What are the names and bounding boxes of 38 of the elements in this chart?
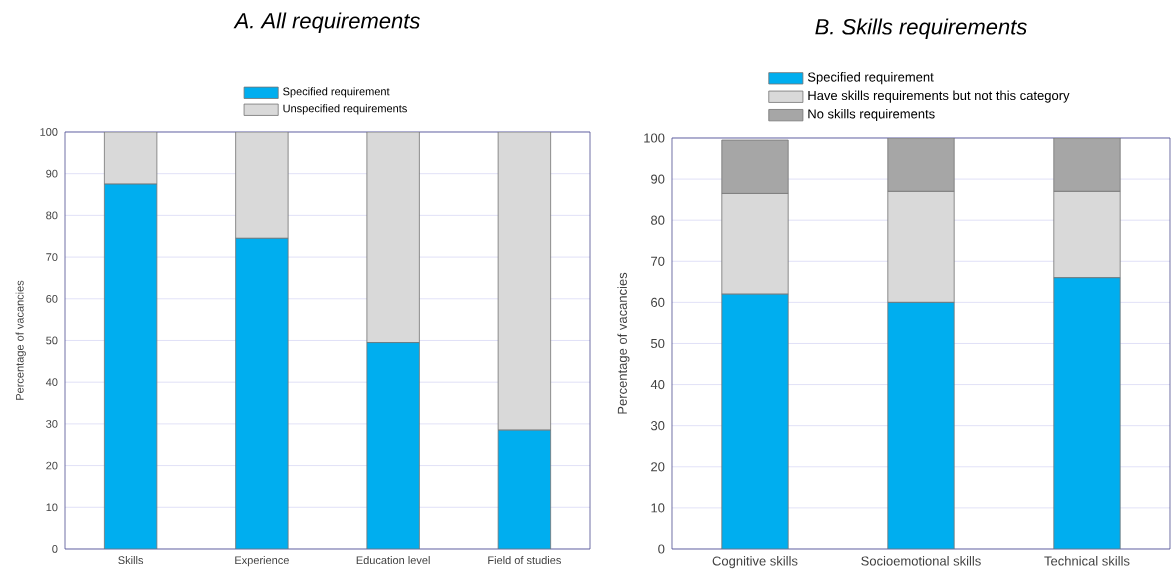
y-tick-label: 40 <box>650 380 665 390</box>
y-tick-label: 0 <box>658 544 665 554</box>
x-tick-label: Education level <box>356 556 430 565</box>
legend-label: No skills requirements <box>808 108 935 122</box>
x-tick-label: Field of studies <box>488 556 561 565</box>
legend-label: Have skills requirements but not this category <box>808 90 1070 103</box>
legend-label: Specified requirement <box>283 87 390 98</box>
y-tick-label: 100 <box>644 133 665 143</box>
chart-title: A. All requirements <box>233 12 420 33</box>
y-tick-label: 60 <box>651 297 665 307</box>
y-tick-label: 50 <box>46 336 58 345</box>
y-tick-label: 0 <box>52 545 58 553</box>
y-tick-label: 80 <box>46 211 58 220</box>
x-tick-label: Skills <box>118 556 144 565</box>
y-tick-label: 90 <box>651 174 665 184</box>
y-tick-label: 20 <box>651 462 665 472</box>
y-tick-label: 100 <box>40 128 58 136</box>
legend-label: Unspecified requirements <box>283 104 407 115</box>
legend-label: Specified requirement <box>807 72 934 85</box>
x-tick-label: Cognitive skills <box>712 556 798 569</box>
y-tick-label: 30 <box>650 421 665 431</box>
x-tick-label: Technical skills <box>1044 556 1130 566</box>
x-tick-label: Socioemotional skills <box>861 556 981 566</box>
y-tick-label: 20 <box>46 461 58 470</box>
x-tick-label: Experience <box>235 556 289 567</box>
y-tick-label: 60 <box>46 294 58 303</box>
y-tick-label: 70 <box>651 256 665 266</box>
y-tick-label: 80 <box>651 215 665 225</box>
y-tick-label: 50 <box>651 338 665 349</box>
y-tick-label: 40 <box>45 378 58 387</box>
y-tick-label: 30 <box>46 419 58 428</box>
y-axis-title: Percentage of vacancies <box>15 280 26 400</box>
y-tick-label: 10 <box>651 503 665 513</box>
y-tick-label: 70 <box>46 253 58 261</box>
y-tick-label: 90 <box>46 169 58 178</box>
y-axis-title: Percentage of vacancies <box>617 272 630 414</box>
chart-title: B. Skills requirements <box>815 18 1027 39</box>
y-tick-label: 10 <box>46 503 58 512</box>
